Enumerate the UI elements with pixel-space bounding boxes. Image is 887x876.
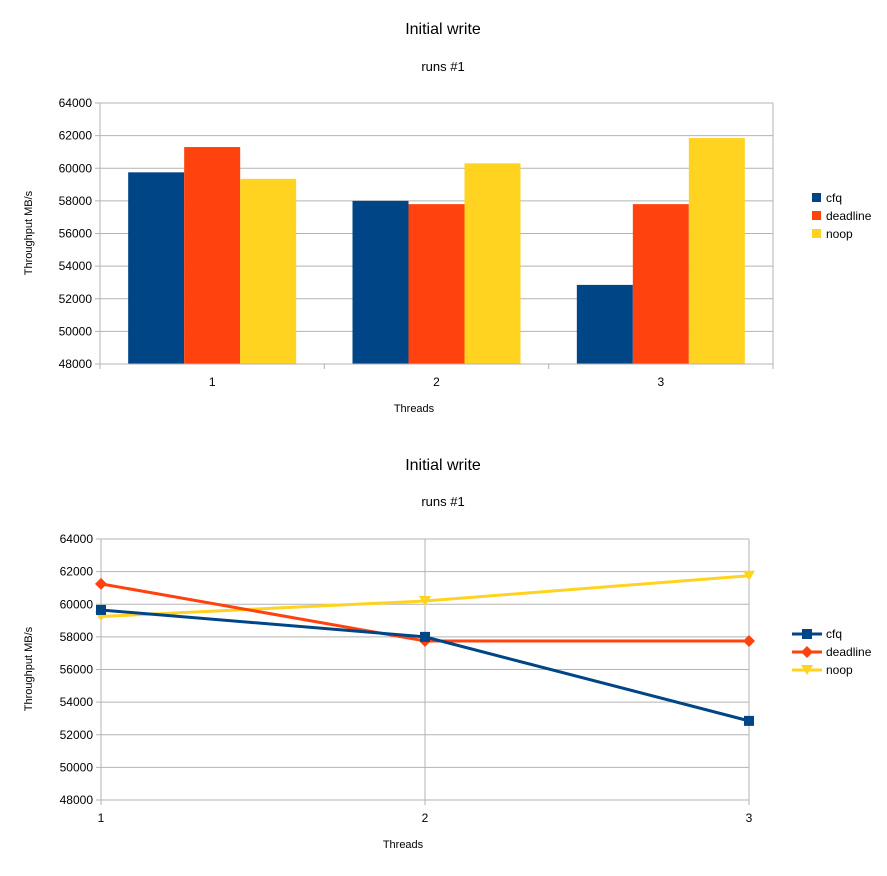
bar-cfq-3: [576, 284, 633, 364]
bar-legend-swatch-deadline: [812, 211, 821, 220]
bar-cfq-2: [352, 200, 409, 364]
line-legend-marker-cfq: [802, 629, 812, 639]
line-point-cfq-1: [96, 604, 106, 615]
line-y-tick-label: 58000: [60, 630, 94, 644]
bar-legend-swatch-noop: [812, 229, 821, 238]
line-point-noop-2: [419, 595, 431, 606]
bar-noop-2: [464, 163, 521, 364]
line-legend-marker-noop: [801, 665, 813, 675]
bar-deadline-2: [408, 204, 465, 364]
line-y-tick-label: 50000: [60, 760, 94, 774]
line-chart-xlabel: Threads: [383, 839, 424, 851]
line-x-tick-label: 1: [98, 811, 105, 825]
bar-deadline-3: [632, 204, 689, 364]
bar-y-tick-label: 60000: [59, 161, 93, 175]
line-point-noop-3: [743, 570, 755, 581]
bar-x-tick-label: 1: [209, 375, 216, 389]
line-x-tick-label: 2: [422, 811, 429, 825]
bar-y-tick-label: 64000: [59, 96, 93, 110]
line-chart-x-ticks: 1 2 3: [98, 800, 753, 825]
bar-noop-1: [240, 178, 297, 364]
line-legend-label-deadline: deadline: [826, 645, 872, 659]
line-y-tick-label: 64000: [60, 532, 94, 546]
bar-y-tick-label: 50000: [59, 324, 93, 338]
bar-deadline-1: [184, 147, 241, 364]
bar-x-tick-label: 2: [433, 375, 440, 389]
bar-y-tick-label: 56000: [59, 227, 93, 241]
bar-chart-legend: cfq deadline noop: [812, 191, 872, 241]
bar-chart-ylabel: Throughput MB/s: [23, 190, 35, 275]
line-chart-title: Initial write: [405, 457, 481, 474]
line-y-tick-label: 48000: [60, 793, 94, 807]
bar-chart-y-ticks: 48000 50000 52000 54000 56000 58000 60000 62000…: [59, 96, 100, 371]
line-point-deadline-3: [743, 634, 755, 647]
line-y-tick-label: 56000: [60, 663, 94, 677]
line-legend-label-cfq: cfq: [826, 627, 842, 641]
bar-chart-axes: [99, 103, 774, 365]
line-point-deadline-1: [95, 577, 107, 590]
line-chart-grid: [101, 538, 749, 801]
line-y-tick-label: 60000: [60, 597, 94, 611]
bar-chart-bars: [128, 138, 745, 364]
line-chart-series: [95, 570, 755, 726]
bar-chart-title: Initial write: [405, 21, 481, 38]
bar-chart-x-ticks: 1 2 3: [99, 364, 774, 389]
bar-y-tick-label: 58000: [59, 194, 93, 208]
bar-chart-subtitle: runs #1: [421, 59, 464, 74]
line-chart: Initial write runs #1 48000 50000 52000 540…: [23, 457, 872, 851]
line-chart-subtitle: runs #1: [421, 494, 464, 509]
line-x-tick-label: 3: [746, 811, 753, 825]
bar-legend-label-noop: noop: [826, 227, 853, 241]
line-point-cfq-2: [420, 631, 430, 642]
bar-y-tick-label: 48000: [59, 357, 93, 371]
line-legend-label-noop: noop: [826, 663, 853, 677]
line-y-tick-label: 62000: [60, 565, 94, 579]
line-chart-y-ticks: 48000 50000 52000 54000 56000 58000 60000 62000…: [60, 532, 101, 807]
line-y-tick-label: 52000: [60, 728, 94, 742]
line-chart-ylabel: Throughput MB/s: [23, 626, 35, 711]
bar-chart-xlabel: Threads: [394, 403, 435, 415]
bar-y-tick-label: 52000: [59, 292, 93, 306]
bar-legend-swatch-cfq: [812, 193, 821, 202]
bar-noop-3: [688, 138, 745, 364]
bar-y-tick-label: 54000: [59, 259, 93, 273]
bar-legend-label-cfq: cfq: [826, 191, 842, 205]
line-y-tick-label: 54000: [60, 695, 94, 709]
bar-x-tick-label: 3: [657, 375, 664, 389]
line-point-cfq-3: [744, 715, 754, 726]
bar-y-tick-label: 62000: [59, 129, 93, 143]
bar-legend-label-deadline: deadline: [826, 209, 872, 223]
line-chart-legend: cfq deadline noop: [792, 627, 872, 677]
line-legend-marker-deadline: [801, 646, 813, 658]
bar-chart: Initial write runs #1 48000 50000 52000 540…: [23, 21, 872, 415]
bar-cfq-1: [128, 172, 185, 364]
